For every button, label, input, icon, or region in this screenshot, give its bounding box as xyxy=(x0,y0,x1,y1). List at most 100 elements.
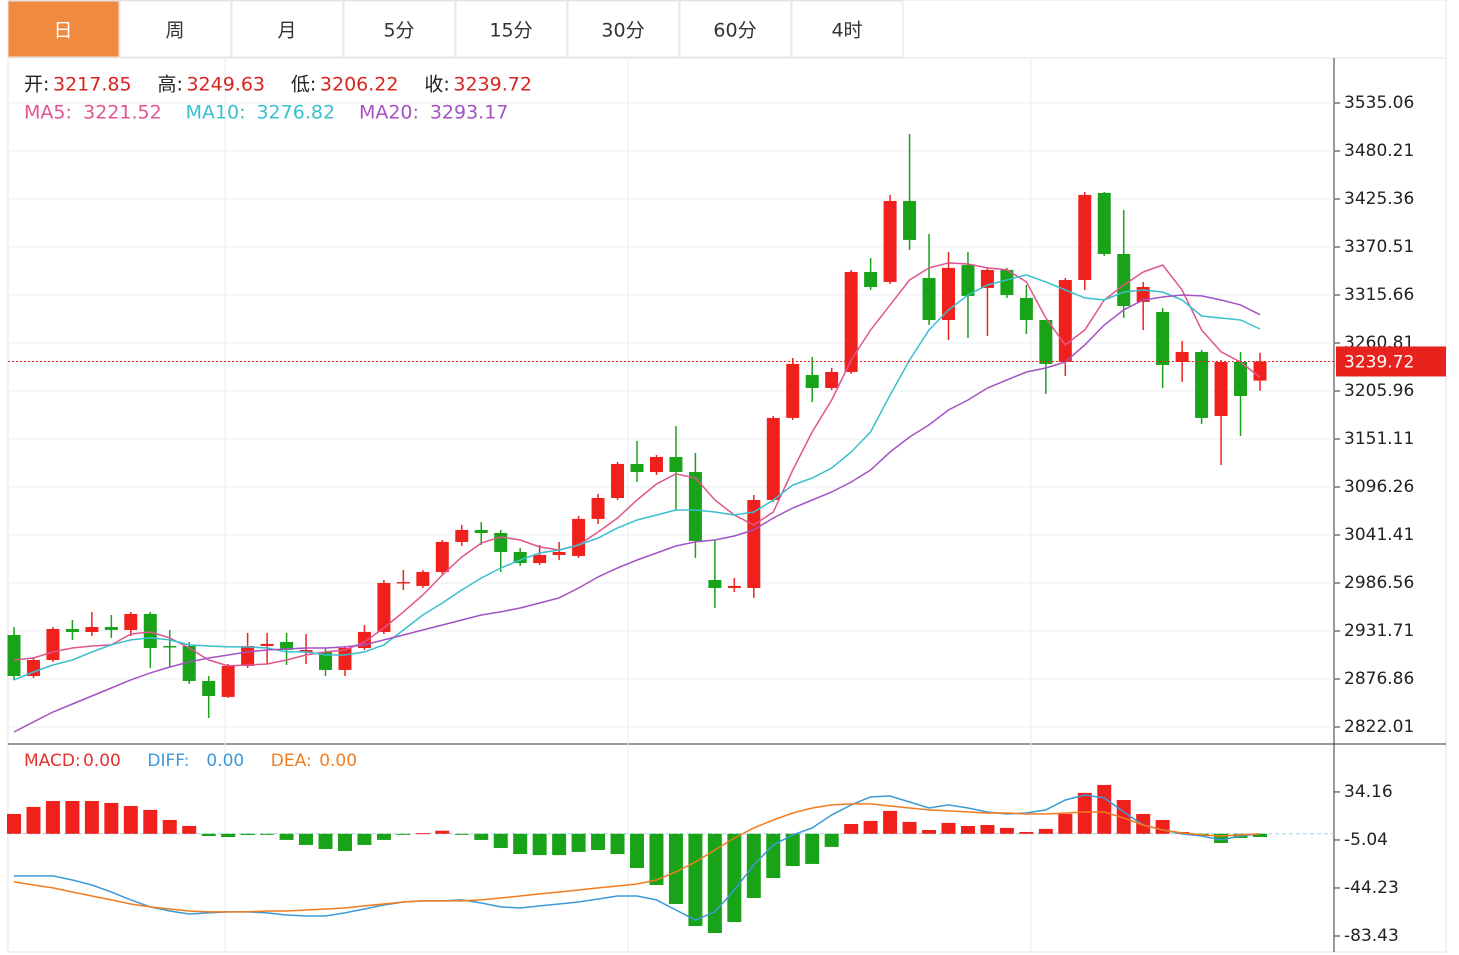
macd-bar xyxy=(454,833,469,835)
candle-body xyxy=(182,645,196,681)
tab-bg[interactable] xyxy=(679,0,792,58)
macd-bar xyxy=(591,833,606,850)
candle-body xyxy=(533,554,547,564)
candle-body xyxy=(708,580,722,588)
ohlc-value: 3217.85 xyxy=(53,74,132,96)
candle-body xyxy=(942,267,955,321)
tab[interactable]: 60分 xyxy=(679,0,792,58)
macd-bar xyxy=(240,833,255,836)
legend-value: 0.00 xyxy=(206,751,244,771)
macd-bar xyxy=(357,833,372,845)
candle-body xyxy=(65,629,79,632)
tab[interactable]: 4时 xyxy=(791,0,904,58)
candle-body xyxy=(494,533,508,552)
candle-body xyxy=(591,498,605,519)
macd-bar xyxy=(279,833,294,840)
y-tick-label: 2876.86 xyxy=(1344,669,1414,689)
y-tick-label: 2986.56 xyxy=(1344,573,1414,593)
candle-body xyxy=(396,582,410,584)
tab-bg[interactable] xyxy=(455,0,568,58)
macd-bar xyxy=(123,805,138,834)
last-price-label: 3239.72 xyxy=(1344,352,1414,372)
candle-body xyxy=(825,371,839,388)
tab-label[interactable]: 5分 xyxy=(383,20,414,42)
candle-body xyxy=(669,456,683,473)
tab-bg[interactable] xyxy=(343,0,456,58)
y-tick-label: -44.23 xyxy=(1344,878,1399,898)
candle-body xyxy=(7,634,21,677)
candle-body xyxy=(1195,351,1209,418)
tab-bg[interactable] xyxy=(791,0,904,58)
tab[interactable]: 周 xyxy=(119,0,232,58)
y-tick-label: 3425.36 xyxy=(1344,189,1414,209)
tab[interactable]: 日 xyxy=(7,0,120,58)
tab-label[interactable]: 4时 xyxy=(831,20,862,42)
legend-value: 3276.82 xyxy=(256,102,335,124)
candle-body xyxy=(727,585,741,588)
candle-body xyxy=(1214,362,1228,417)
tab[interactable]: 5分 xyxy=(343,0,456,58)
tab[interactable]: 15分 xyxy=(455,0,568,58)
candle-body xyxy=(46,629,60,660)
tab-label[interactable]: 日 xyxy=(53,20,72,42)
macd-bar xyxy=(260,833,275,835)
tab-bg[interactable] xyxy=(119,0,232,58)
macd-bar xyxy=(999,827,1014,834)
macd-bar xyxy=(960,825,975,834)
tab-label[interactable]: 月 xyxy=(277,20,296,42)
legend-name: DEA: xyxy=(271,751,312,771)
macd-bar xyxy=(474,833,489,840)
macd-bar xyxy=(922,830,937,834)
candle-body xyxy=(260,643,274,646)
macd-bar xyxy=(844,824,859,834)
ohlc-label: 高: xyxy=(157,74,182,96)
candle-body xyxy=(903,200,917,240)
candle-body xyxy=(26,659,40,677)
macd-bar xyxy=(45,800,60,834)
y-tick-label: 34.16 xyxy=(1344,782,1393,802)
macd-bar xyxy=(513,833,528,855)
candle-body xyxy=(143,613,157,648)
candle-body xyxy=(435,541,449,572)
tab-label[interactable]: 60分 xyxy=(713,20,756,42)
ohlc-value: 3239.72 xyxy=(453,74,532,96)
macd-bar xyxy=(668,833,683,904)
macd-bar xyxy=(1116,799,1131,834)
macd-bar xyxy=(941,822,956,834)
macd-bar xyxy=(1038,828,1053,834)
tab-bg[interactable] xyxy=(567,0,680,58)
y-tick-label: 3096.26 xyxy=(1344,477,1414,497)
tab[interactable]: 30分 xyxy=(567,0,680,58)
y-tick-label: 3151.11 xyxy=(1344,429,1414,449)
candle-body xyxy=(474,529,488,534)
legend-name: MA5: xyxy=(24,102,72,124)
tab-bg[interactable] xyxy=(7,0,120,58)
tab-label[interactable]: 周 xyxy=(165,20,184,42)
macd-bar xyxy=(493,833,508,849)
candle-body xyxy=(416,571,430,586)
candle-body xyxy=(1156,311,1170,365)
y-tick-label: 3041.41 xyxy=(1344,525,1414,545)
tab-bg[interactable] xyxy=(231,0,344,58)
macd-bar xyxy=(610,833,625,855)
ohlc-label: 收: xyxy=(424,74,449,96)
tab[interactable]: 月 xyxy=(231,0,344,58)
ohlc-label: 低: xyxy=(291,74,316,96)
candle-body xyxy=(124,613,138,630)
macd-bar xyxy=(863,820,878,834)
tab-label[interactable]: 15分 xyxy=(489,20,532,42)
candle-body xyxy=(883,200,897,282)
candle-body xyxy=(844,271,858,372)
legend-value: 3293.17 xyxy=(430,102,509,124)
candle-body xyxy=(572,518,586,556)
macd-bar xyxy=(1214,833,1229,843)
legend-value: 0.00 xyxy=(83,751,121,771)
macd-bar xyxy=(902,821,917,834)
ma-line xyxy=(13,274,1261,681)
macd-bar xyxy=(435,830,450,834)
y-tick-label: 3205.96 xyxy=(1344,381,1414,401)
tab-label[interactable]: 30分 xyxy=(601,20,644,42)
macd-bar xyxy=(337,833,352,851)
candle-body xyxy=(241,645,255,666)
